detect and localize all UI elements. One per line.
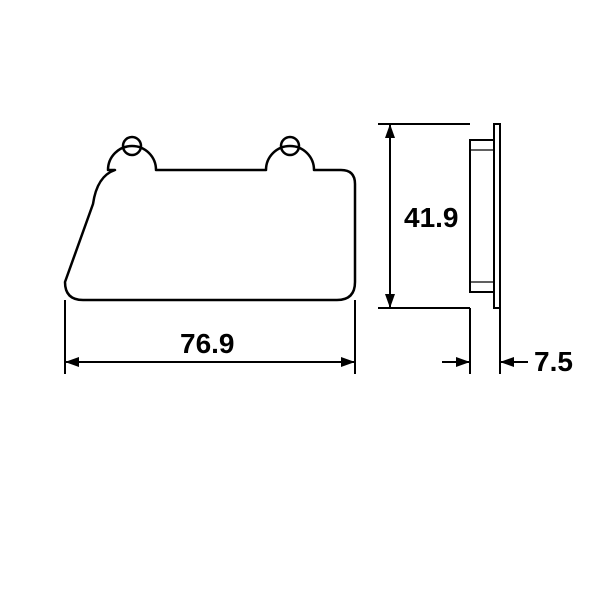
width-dimension-label: 76.9 (180, 328, 235, 360)
height-dimension-label: 41.9 (404, 202, 459, 234)
diagram-canvas (0, 0, 600, 600)
thickness-dimension-label: 7.5 (534, 346, 573, 378)
